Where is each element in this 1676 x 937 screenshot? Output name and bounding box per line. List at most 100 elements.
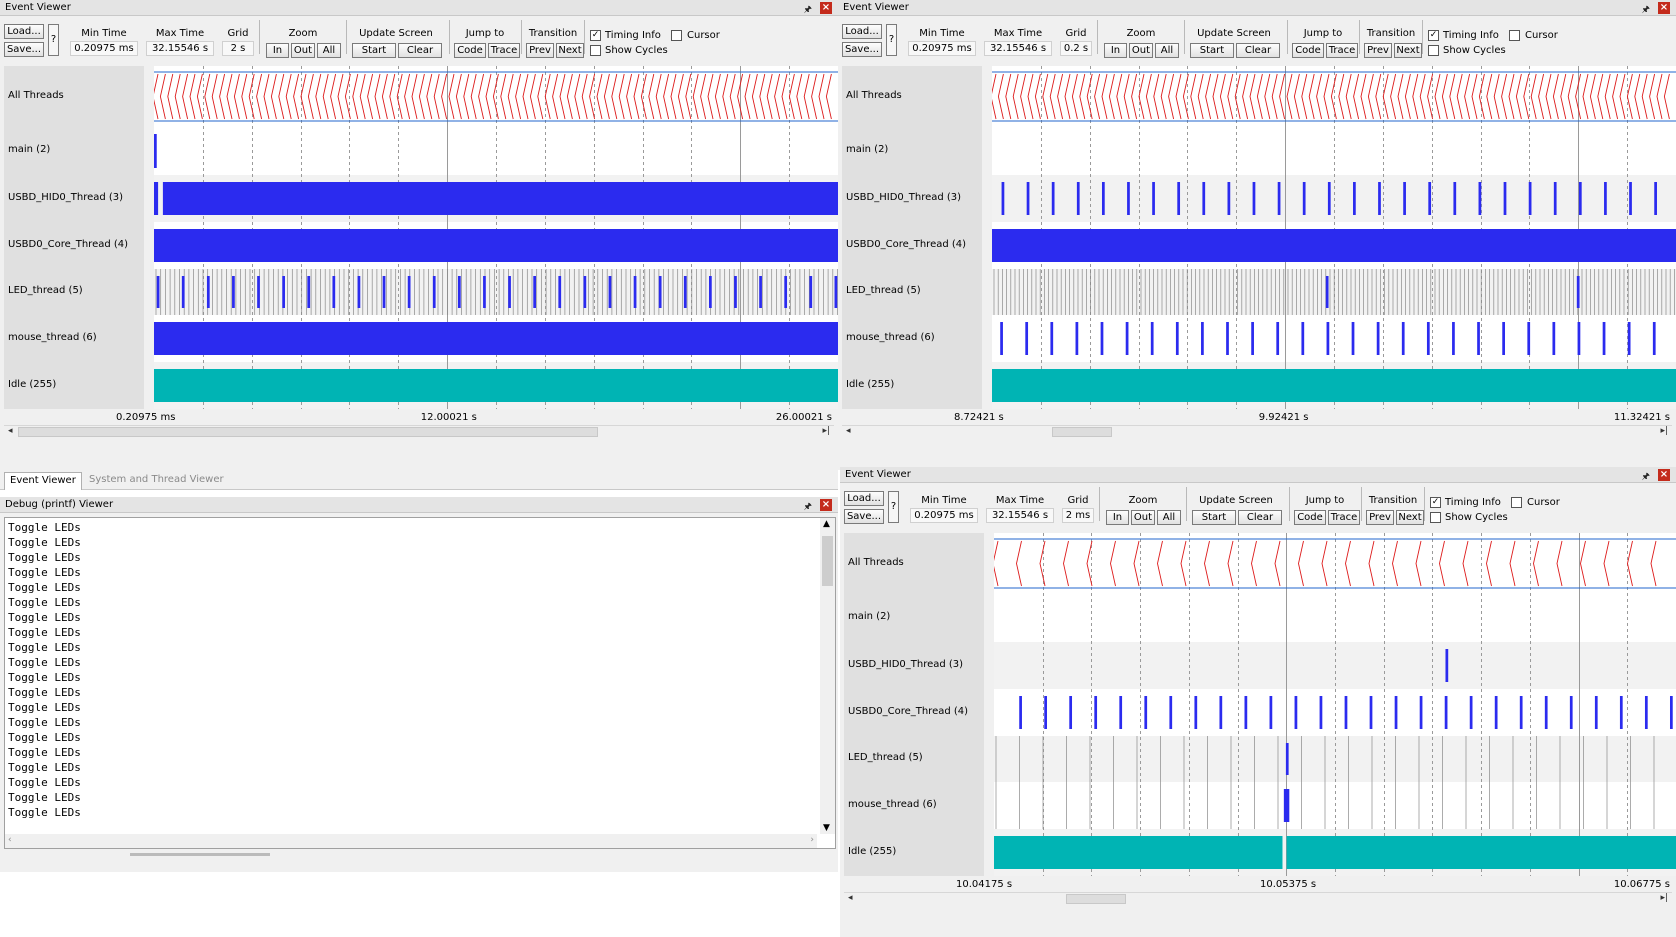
thread-label[interactable]: mouse_thread (6)	[8, 331, 97, 343]
zoom-in-button[interactable]: In	[266, 43, 289, 58]
show-cycles-checkbox[interactable]	[590, 45, 601, 56]
save-button[interactable]: Save...	[842, 42, 882, 57]
scroll-down-icon[interactable]: ▼	[823, 823, 830, 833]
show-cycles-checkbox[interactable]	[1430, 512, 1441, 523]
zoom-all-button[interactable]: All	[1157, 510, 1181, 525]
timing-info-checkbox[interactable]: ✓	[1428, 30, 1439, 41]
help-button[interactable]: ?	[888, 491, 899, 523]
zoom-out-button[interactable]: Out	[291, 43, 315, 58]
show-cycles-label[interactable]: Show Cycles	[605, 45, 668, 56]
thread-label[interactable]: mouse_thread (6)	[846, 331, 935, 343]
zoom-out-button[interactable]: Out	[1129, 43, 1153, 58]
show-cycles-label[interactable]: Show Cycles	[1445, 512, 1508, 523]
jump-trace-button[interactable]: Trace	[488, 43, 520, 58]
load-button[interactable]: Load...	[4, 24, 44, 39]
thread-label[interactable]: USBD_HID0_Thread (3)	[848, 658, 964, 670]
timing-info-label[interactable]: Timing Info	[605, 30, 661, 41]
timing-info-checkbox[interactable]: ✓	[1430, 497, 1441, 508]
zoom-in-button[interactable]: In	[1106, 510, 1129, 525]
scroll-thumb[interactable]	[1066, 894, 1126, 904]
timing-info-label[interactable]: Timing Info	[1443, 30, 1499, 41]
pin-icon[interactable]: 🖈	[803, 5, 812, 15]
thread-label[interactable]: LED_thread (5)	[8, 285, 83, 296]
transition-prev-button[interactable]: Prev	[1366, 510, 1394, 525]
debug-horizontal-scrollbar[interactable]: ‹ ›	[5, 834, 817, 848]
load-button[interactable]: Load...	[842, 24, 882, 39]
cursor-label[interactable]: Cursor	[687, 30, 720, 41]
thread-label[interactable]: All Threads	[8, 89, 64, 101]
zoom-out-button[interactable]: Out	[1131, 510, 1155, 525]
thread-label[interactable]: USBD0_Core_Thread (4)	[8, 238, 129, 250]
scroll-left-icon[interactable]: ◂	[846, 426, 851, 436]
zoom-all-button[interactable]: All	[1155, 43, 1179, 58]
thread-label[interactable]: main (2)	[848, 611, 891, 622]
thread-label[interactable]: LED_thread (5)	[848, 752, 923, 763]
zoom-in-button[interactable]: In	[1104, 43, 1127, 58]
cursor-label[interactable]: Cursor	[1525, 30, 1558, 41]
debug-vertical-scrollbar[interactable]: ▲ ▼	[820, 518, 835, 834]
update-clear-button[interactable]: Clear	[1236, 43, 1280, 58]
close-icon[interactable]: ×	[820, 2, 832, 14]
update-start-button[interactable]: Start	[1190, 43, 1234, 58]
scroll-left-icon[interactable]: ‹	[8, 835, 12, 845]
update-start-button[interactable]: Start	[352, 43, 396, 58]
pin-icon[interactable]: 🖈	[1641, 472, 1650, 482]
scroll-end-icon[interactable]: ▸|	[822, 426, 830, 436]
thread-label[interactable]: Idle (255)	[8, 378, 57, 390]
debug-output[interactable]: Toggle LEDs Toggle LEDs Toggle LEDs Toggle …	[4, 517, 836, 849]
save-button[interactable]: Save...	[844, 509, 884, 524]
thread-label[interactable]: All Threads	[848, 556, 904, 568]
transition-next-button[interactable]: Next	[556, 43, 584, 58]
scroll-thumb[interactable]	[18, 427, 598, 437]
zoom-all-button[interactable]: All	[317, 43, 341, 58]
scroll-up-icon[interactable]: ▲	[823, 519, 830, 529]
cursor-checkbox[interactable]	[671, 30, 682, 41]
show-cycles-label[interactable]: Show Cycles	[1443, 45, 1506, 56]
jump-code-button[interactable]: Code	[1292, 43, 1324, 58]
pin-icon[interactable]: 🖈	[1641, 5, 1650, 15]
timeline-scrollbar[interactable]: ◂ ▸|	[4, 425, 834, 437]
tab-event-viewer[interactable]: Event Viewer	[4, 472, 82, 490]
transition-next-button[interactable]: Next	[1396, 510, 1424, 525]
jump-trace-button[interactable]: Trace	[1326, 43, 1358, 58]
thread-label[interactable]: mouse_thread (6)	[848, 798, 937, 810]
show-cycles-checkbox[interactable]	[1428, 45, 1439, 56]
transition-prev-button[interactable]: Prev	[1364, 43, 1392, 58]
cursor-checkbox[interactable]	[1509, 30, 1520, 41]
thread-label[interactable]: main (2)	[846, 144, 889, 155]
jump-code-button[interactable]: Code	[1294, 510, 1326, 525]
thread-label[interactable]: USBD0_Core_Thread (4)	[846, 238, 967, 250]
close-icon[interactable]: ×	[820, 499, 832, 511]
close-icon[interactable]: ×	[1658, 2, 1670, 14]
thread-label[interactable]: All Threads	[846, 89, 902, 101]
update-clear-button[interactable]: Clear	[1238, 510, 1282, 525]
pin-icon[interactable]: 🖈	[803, 502, 812, 512]
scroll-end-icon[interactable]: ▸|	[1660, 426, 1668, 436]
thread-label[interactable]: USBD0_Core_Thread (4)	[848, 705, 969, 717]
scroll-thumb[interactable]	[1052, 427, 1112, 437]
thread-label[interactable]: main (2)	[8, 144, 51, 155]
jump-trace-button[interactable]: Trace	[1328, 510, 1360, 525]
timing-info-checkbox[interactable]: ✓	[590, 30, 601, 41]
scroll-end-icon[interactable]: ▸|	[1660, 893, 1668, 903]
timeline-plot[interactable]	[994, 533, 1676, 876]
debug-splitter[interactable]	[130, 853, 270, 856]
tab-system-thread-viewer[interactable]: System and Thread Viewer	[89, 474, 224, 485]
transition-next-button[interactable]: Next	[1394, 43, 1422, 58]
timing-info-label[interactable]: Timing Info	[1445, 497, 1501, 508]
scroll-left-icon[interactable]: ◂	[8, 426, 13, 436]
save-button[interactable]: Save...	[4, 42, 44, 57]
timeline-scrollbar[interactable]: ◂ ▸|	[844, 892, 1672, 904]
jump-code-button[interactable]: Code	[454, 43, 486, 58]
cursor-label[interactable]: Cursor	[1527, 497, 1560, 508]
update-clear-button[interactable]: Clear	[398, 43, 442, 58]
help-button[interactable]: ?	[886, 24, 897, 56]
timeline-plot[interactable]	[992, 66, 1676, 409]
thread-label[interactable]: LED_thread (5)	[846, 285, 921, 296]
cursor-checkbox[interactable]	[1511, 497, 1522, 508]
scroll-thumb[interactable]	[822, 536, 833, 586]
load-button[interactable]: Load...	[844, 491, 884, 506]
help-button[interactable]: ?	[48, 24, 59, 56]
timeline-scrollbar[interactable]: ◂ ▸|	[842, 425, 1672, 437]
scroll-left-icon[interactable]: ◂	[848, 893, 853, 903]
